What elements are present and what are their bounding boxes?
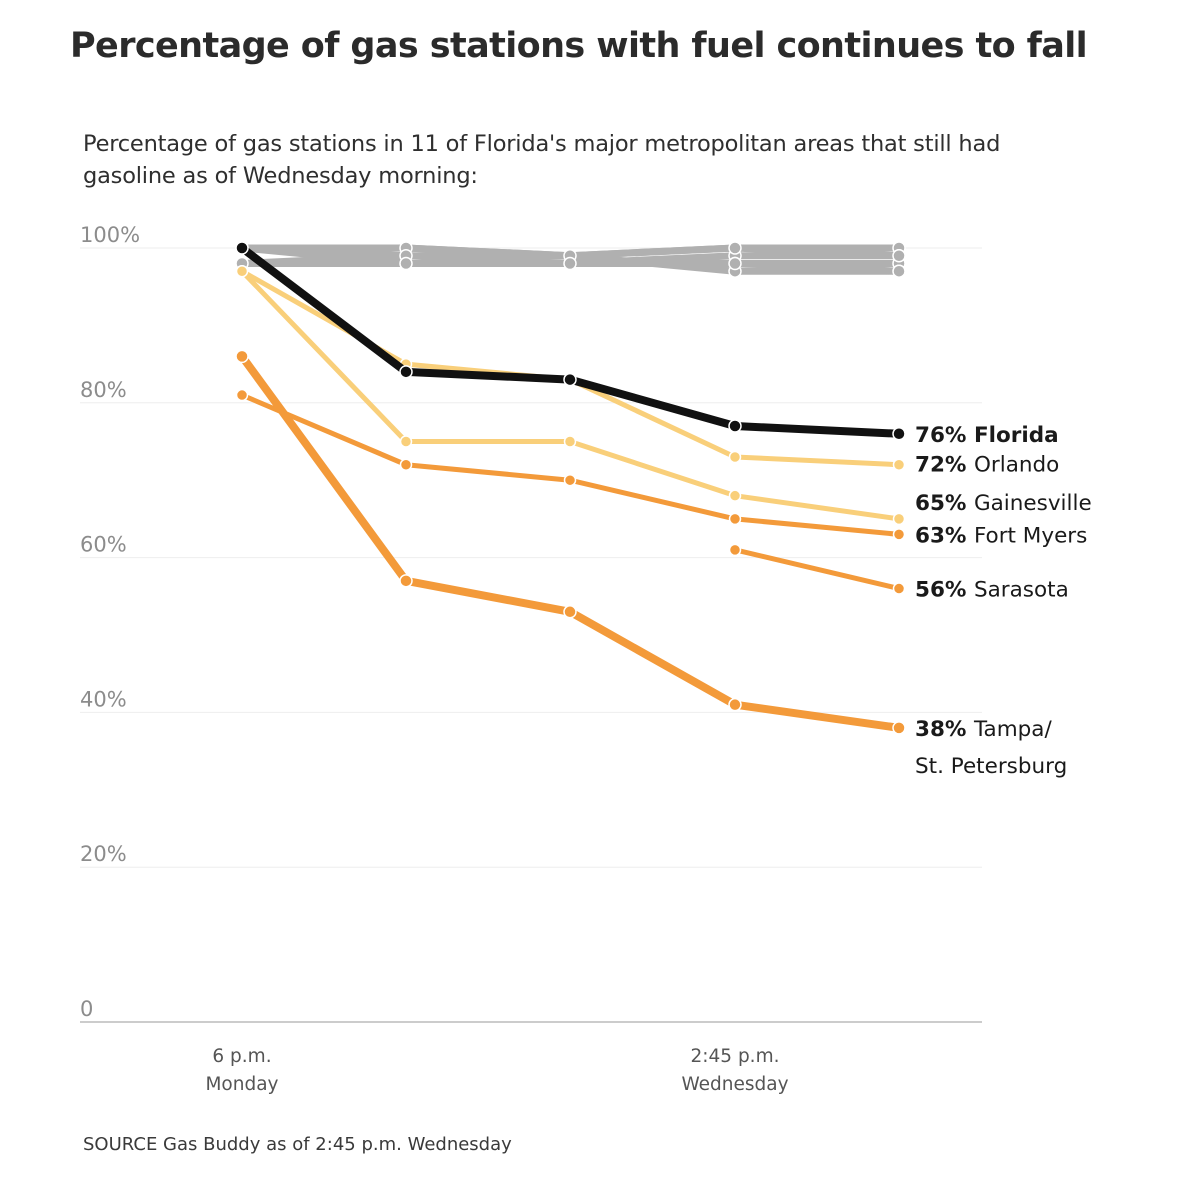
y-tick-label: 100%: [80, 223, 140, 247]
end-label-gainesville: 65% Gainesville: [915, 491, 1092, 516]
data-point: [728, 256, 742, 271]
data-point: [728, 543, 742, 557]
data-point: [892, 427, 906, 441]
y-axis-ticks: 0 20% 40% 60% 80% 100%: [80, 223, 140, 1021]
series-line: [239, 244, 900, 438]
data-point: [399, 435, 413, 448]
series-line: [734, 547, 900, 591]
series-florida: [235, 241, 906, 441]
data-point: [728, 450, 742, 464]
data-point: [563, 473, 577, 487]
x-tick-label: 2:45 p.m. Wednesday: [681, 1046, 788, 1095]
series-gainesville: [235, 264, 906, 526]
source-note: SOURCE Gas Buddy as of 2:45 p.m. Wednesd…: [83, 1134, 512, 1155]
data-point: [235, 349, 249, 364]
data-point: [399, 256, 413, 271]
data-point: [563, 435, 577, 448]
data-point: [892, 458, 906, 471]
data-point: [892, 512, 906, 526]
data-point: [892, 528, 906, 541]
y-tick-label: 80%: [80, 378, 127, 402]
data-point: [728, 512, 742, 526]
end-label-orlando: 72% Orlando: [915, 453, 1059, 478]
series-line: [241, 392, 900, 537]
data-point: [728, 241, 742, 255]
data-point: [235, 388, 249, 402]
data-point: [892, 582, 906, 595]
data-point: [563, 372, 577, 387]
x-axis-ticks: 6 p.m. Monday 2:45 p.m. Wednesday: [205, 1046, 788, 1095]
series-fort-myers: [235, 388, 906, 541]
data-point: [235, 241, 249, 255]
y-tick-label: 20%: [80, 842, 127, 866]
x-tick-label: 6 p.m. Monday: [205, 1046, 278, 1095]
series-other-metro-area-6: [235, 241, 906, 278]
y-tick-label: 60%: [80, 533, 127, 557]
data-point: [399, 458, 413, 471]
data-point: [892, 721, 906, 735]
end-label-tampa-st-petersburg: 38% Tampa/St. Petersburg: [915, 717, 1067, 779]
chart-subtitle: Percentage of gas stations in 11 of Flor…: [83, 131, 1001, 189]
end-label-sarasota: 56% Sarasota: [915, 578, 1069, 603]
y-tick-label: 40%: [80, 687, 127, 711]
data-point: [892, 248, 906, 263]
data-point: [563, 256, 577, 271]
chart-title: Percentage of gas stations with fuel con…: [70, 26, 1088, 66]
data-point: [399, 574, 413, 588]
series-sarasota: [728, 543, 906, 595]
data-point: [728, 697, 742, 712]
end-label-fort-myers: 63% Fort Myers: [915, 523, 1087, 548]
series-line: [238, 354, 900, 732]
series-tampa-st-petersburg: [235, 349, 906, 735]
data-point: [728, 419, 742, 433]
series-lines: [235, 241, 906, 735]
data-point: [728, 489, 742, 502]
data-point: [892, 264, 906, 278]
data-point: [399, 365, 413, 379]
end-labels: 65% Gainesville 72% Orlando 63% Fort Myers…: [915, 423, 1092, 779]
data-point: [563, 605, 577, 619]
y-tick-label: 0: [80, 997, 93, 1021]
gridlines: [80, 247, 982, 1023]
data-point: [235, 264, 249, 278]
end-label-florida: 76% Florida: [915, 423, 1059, 448]
